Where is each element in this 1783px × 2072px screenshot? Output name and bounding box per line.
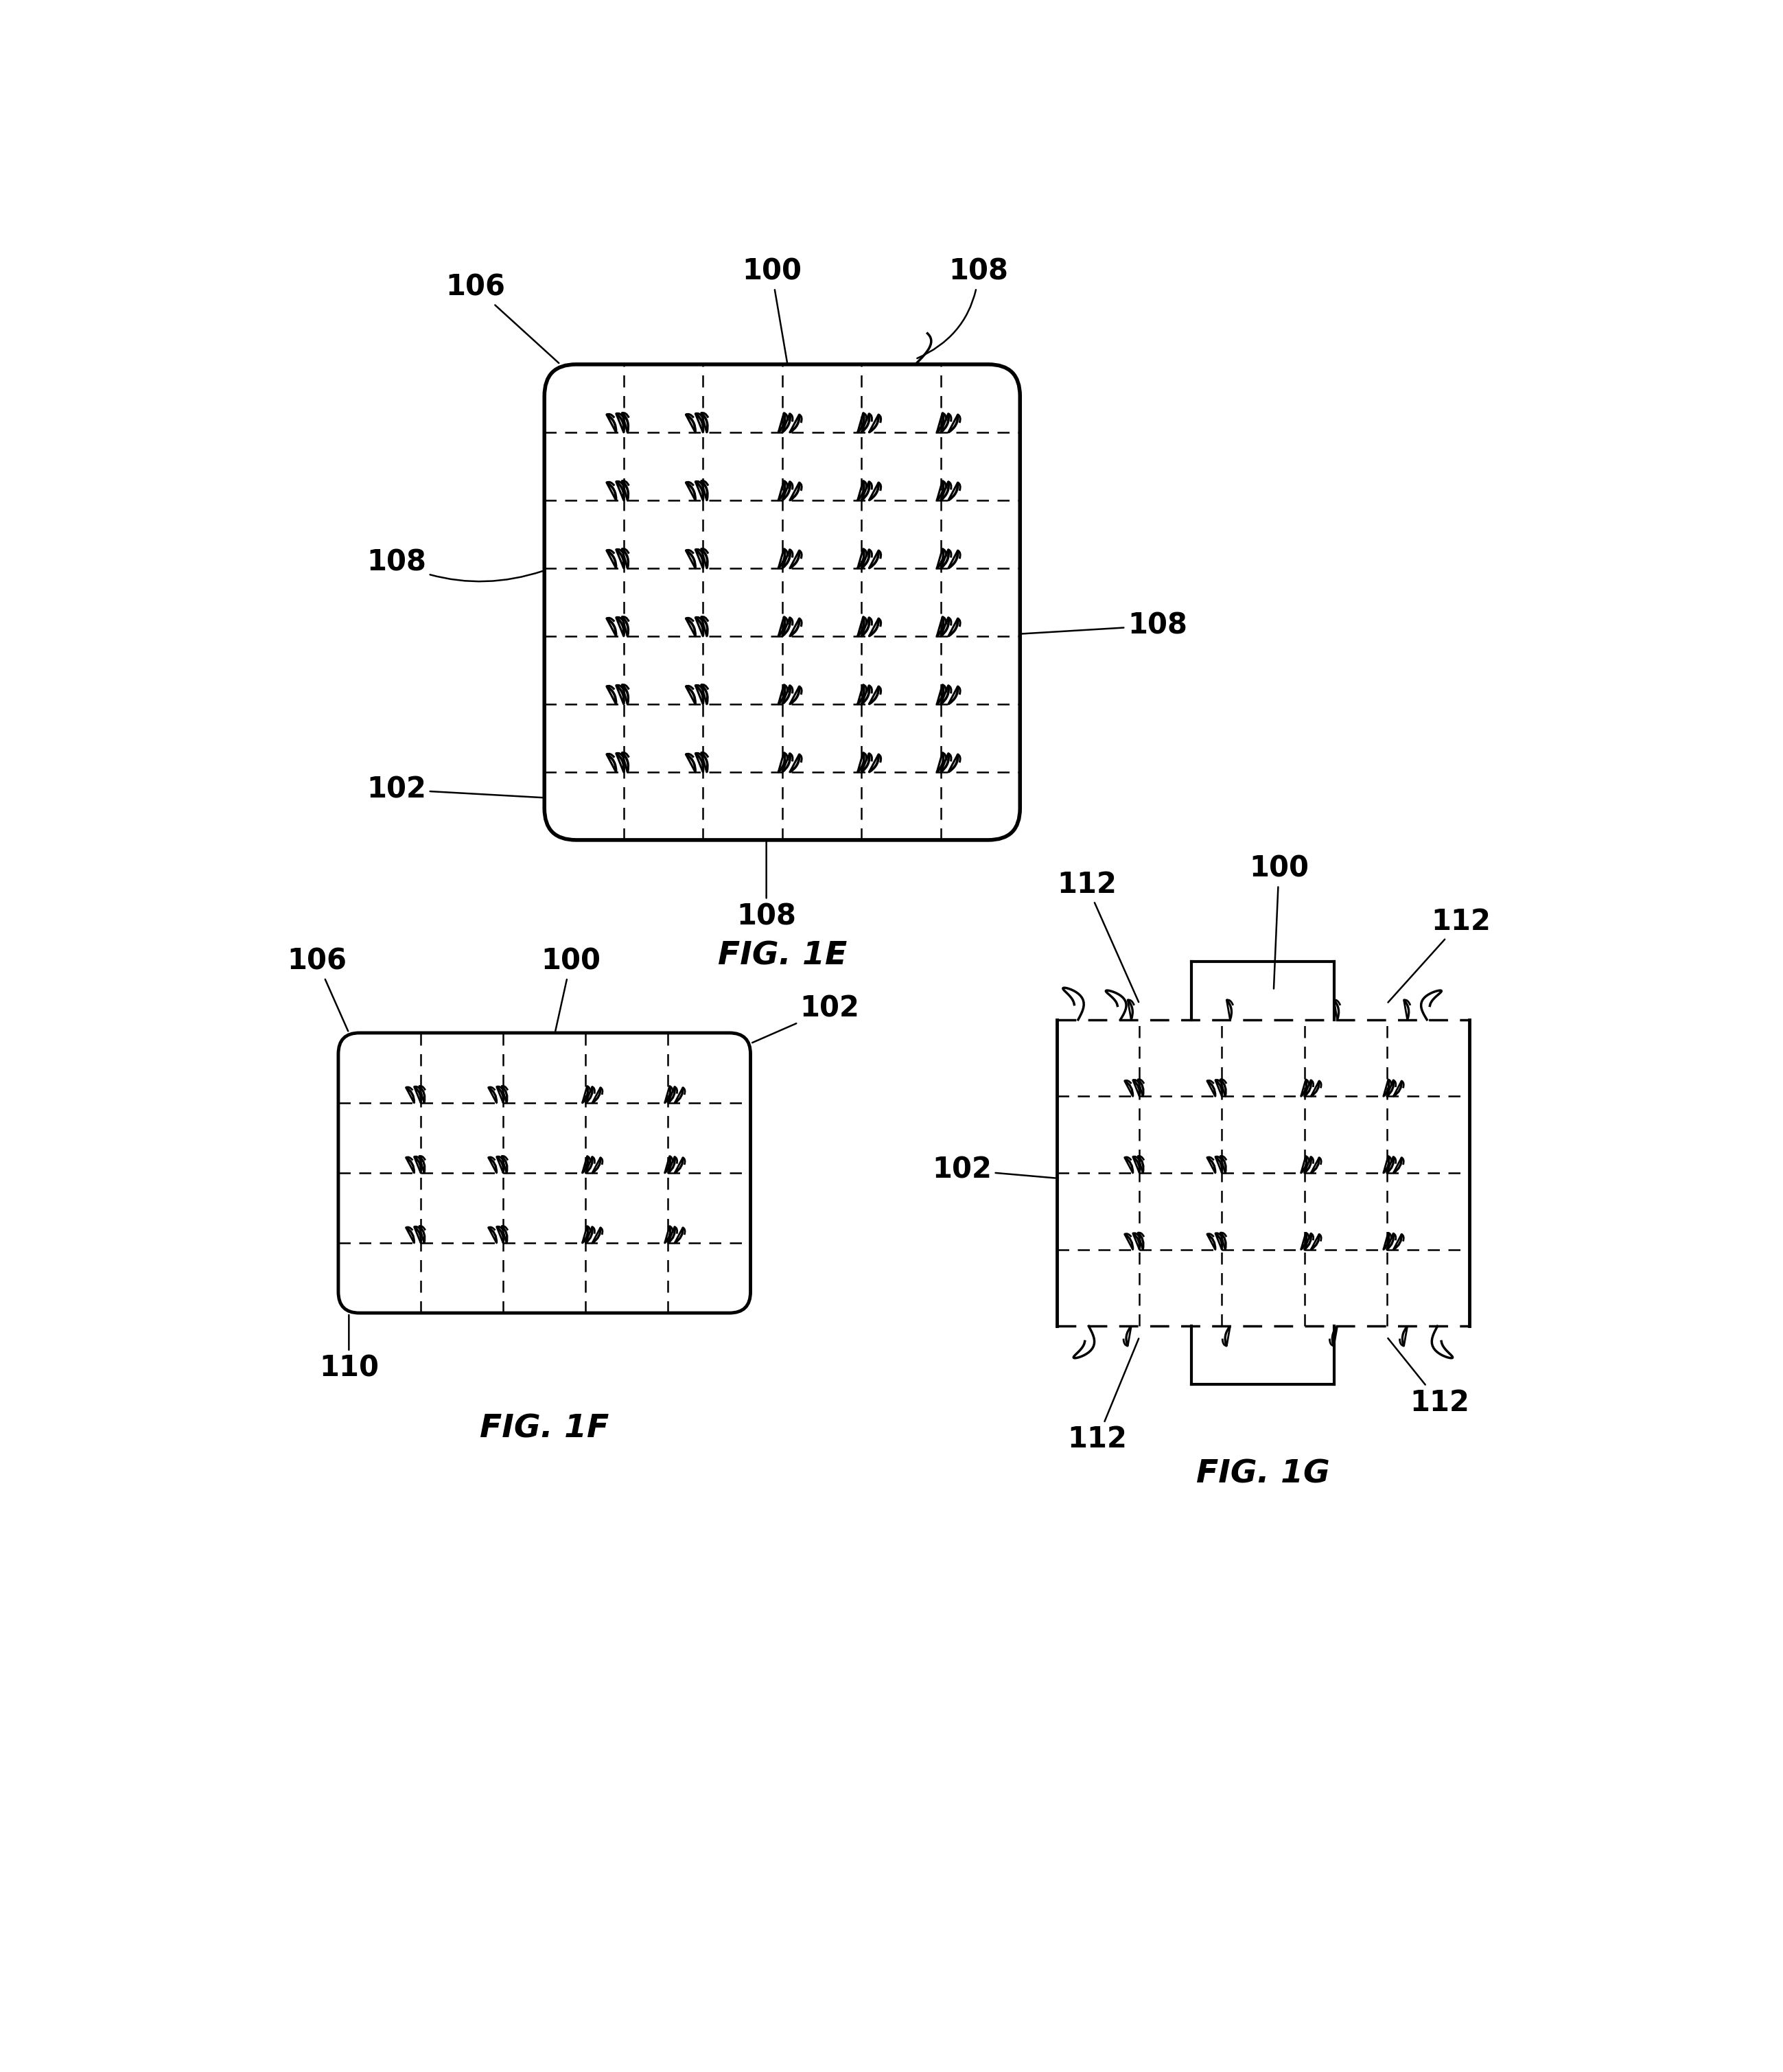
Text: 100: 100 [540, 947, 601, 1032]
Text: 102: 102 [933, 1156, 1056, 1185]
Text: FIG. 1G: FIG. 1G [1196, 1459, 1330, 1490]
Text: FIG. 1E: FIG. 1E [717, 941, 847, 972]
Text: 112: 112 [1387, 1339, 1469, 1417]
Text: 112: 112 [1057, 870, 1139, 1003]
Text: 102: 102 [752, 995, 859, 1042]
Text: 110: 110 [319, 1316, 378, 1382]
Text: 108: 108 [367, 547, 542, 582]
Text: 108: 108 [916, 257, 1009, 358]
Text: 106: 106 [446, 274, 558, 363]
Text: 108: 108 [736, 841, 797, 930]
Text: 112: 112 [1387, 908, 1491, 1003]
Text: 100: 100 [1250, 854, 1309, 988]
Text: FIG. 1F: FIG. 1F [480, 1413, 610, 1444]
Text: 100: 100 [742, 257, 802, 363]
Text: 106: 106 [287, 947, 348, 1032]
Text: 102: 102 [367, 775, 542, 804]
Text: 108: 108 [1022, 611, 1187, 640]
Text: 112: 112 [1068, 1339, 1139, 1455]
